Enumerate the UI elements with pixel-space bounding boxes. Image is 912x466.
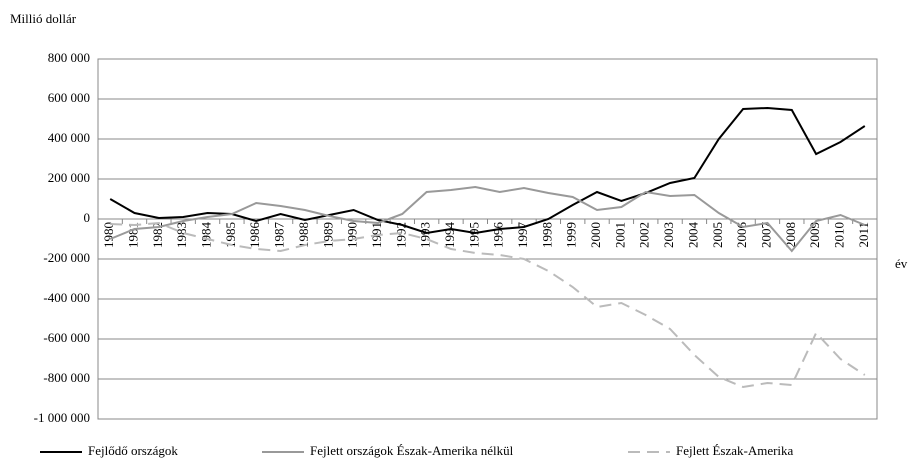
line-series bbox=[110, 221, 866, 389]
x-tick-label: 1987 bbox=[272, 222, 287, 249]
x-tick-label: 1999 bbox=[564, 222, 579, 248]
x-tick-label: 1996 bbox=[491, 222, 506, 249]
y-tick-label: 400 000 bbox=[48, 130, 90, 145]
x-tick-label: 1984 bbox=[199, 222, 214, 249]
x-tick-label: 2006 bbox=[734, 222, 749, 249]
legend-label: Fejlett Észak-Amerika bbox=[676, 443, 794, 458]
y-tick-label: 800 000 bbox=[48, 50, 90, 65]
x-tick-label: 1995 bbox=[466, 222, 481, 248]
legend-label: Fejlett országok Észak-Amerika nélkül bbox=[310, 443, 514, 458]
y-tick-label: -200 000 bbox=[43, 250, 90, 265]
line-series bbox=[109, 185, 866, 253]
x-tick-label: 2009 bbox=[807, 222, 822, 248]
x-tick-label: 1990 bbox=[345, 222, 360, 248]
x-tick-label: 1993 bbox=[418, 222, 433, 248]
y-tick-label: -600 000 bbox=[43, 330, 90, 345]
y-tick-label: 0 bbox=[84, 210, 91, 225]
x-tick-label: 1985 bbox=[223, 222, 238, 248]
plot-border bbox=[97, 58, 878, 420]
y-tick-label: -400 000 bbox=[43, 290, 90, 305]
x-tick-label: 2001 bbox=[612, 222, 627, 248]
x-tick-label: 1980 bbox=[101, 222, 116, 248]
x-axis-label: év bbox=[895, 256, 908, 271]
x-tick-label: 1992 bbox=[393, 222, 408, 248]
x-tick-label: 1998 bbox=[539, 222, 554, 248]
x-tick-label: 2004 bbox=[685, 222, 700, 249]
x-tick-label: 1994 bbox=[442, 222, 457, 249]
y-tick-label: 600 000 bbox=[48, 90, 90, 105]
x-tick-label: 2000 bbox=[588, 222, 603, 248]
line-series bbox=[109, 106, 866, 235]
x-tick-label: 1982 bbox=[150, 222, 165, 248]
legend-label: Fejlődő országok bbox=[88, 443, 178, 458]
x-tick-label: 2008 bbox=[783, 222, 798, 248]
y-tick-label: -1 000 000 bbox=[34, 410, 90, 425]
x-tick-label: 1983 bbox=[174, 222, 189, 248]
y-tick-label: -800 000 bbox=[43, 370, 90, 385]
x-tick-label: 2007 bbox=[758, 222, 773, 249]
x-tick-label: 1988 bbox=[296, 222, 311, 248]
x-tick-label: 1989 bbox=[320, 222, 335, 248]
chart-title: Millió dollár bbox=[10, 11, 77, 26]
x-tick-label: 2005 bbox=[710, 222, 725, 248]
x-tick-label: 2011 bbox=[856, 222, 871, 248]
x-tick-label: 2003 bbox=[661, 222, 676, 248]
x-tick-label: 2002 bbox=[637, 222, 652, 248]
y-tick-label: 200 000 bbox=[48, 170, 90, 185]
x-tick-label: 2010 bbox=[831, 222, 846, 248]
x-tick-label: 1986 bbox=[247, 222, 262, 249]
